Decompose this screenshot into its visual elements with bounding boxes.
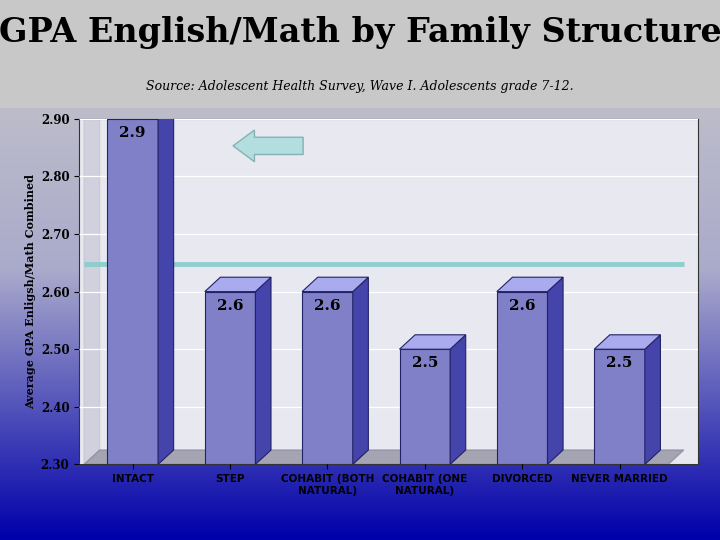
Text: 2.5: 2.5 xyxy=(606,356,633,370)
FancyArrow shape xyxy=(233,130,303,161)
Text: 2.6: 2.6 xyxy=(314,299,341,313)
Bar xyxy=(302,292,353,464)
Polygon shape xyxy=(594,335,660,349)
Polygon shape xyxy=(158,104,174,464)
Polygon shape xyxy=(645,335,660,464)
Polygon shape xyxy=(400,335,466,349)
Text: 2.6: 2.6 xyxy=(217,299,243,313)
Bar xyxy=(594,349,645,464)
Text: 2.5: 2.5 xyxy=(412,356,438,370)
Bar xyxy=(497,292,547,464)
Bar xyxy=(400,349,450,464)
Text: 2.9: 2.9 xyxy=(120,126,146,140)
Y-axis label: Average GPA Enligsh/Math Combined: Average GPA Enligsh/Math Combined xyxy=(26,174,37,409)
Polygon shape xyxy=(302,277,369,292)
Polygon shape xyxy=(450,335,466,464)
Polygon shape xyxy=(353,277,369,464)
Polygon shape xyxy=(497,277,563,292)
Polygon shape xyxy=(547,277,563,464)
Bar xyxy=(204,292,256,464)
Text: GPA English/Math by Family Structure: GPA English/Math by Family Structure xyxy=(0,16,720,49)
Polygon shape xyxy=(204,277,271,292)
Polygon shape xyxy=(107,104,174,119)
Polygon shape xyxy=(84,104,99,464)
Bar xyxy=(107,119,158,464)
Text: Source: Adolescent Health Survey, Wave I. Adolescents grade 7-12.: Source: Adolescent Health Survey, Wave I… xyxy=(146,80,574,93)
Polygon shape xyxy=(84,450,684,464)
Text: 2.6: 2.6 xyxy=(509,299,536,313)
Polygon shape xyxy=(256,277,271,464)
